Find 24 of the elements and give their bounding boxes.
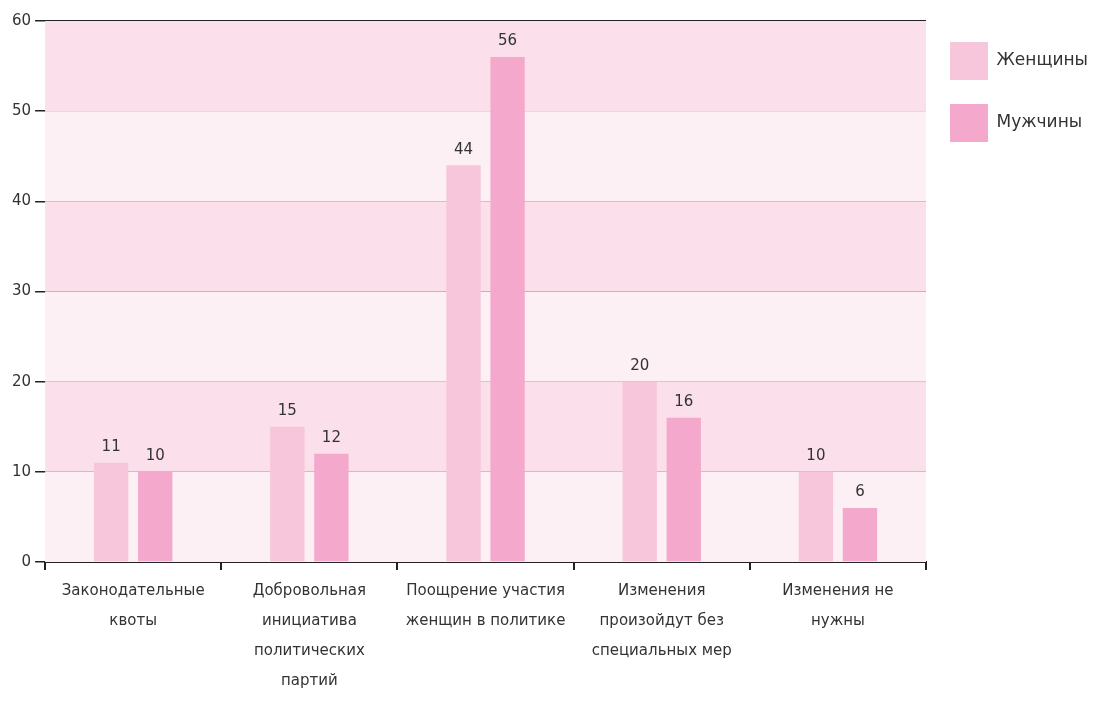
y-tick-label: 20 [11, 371, 32, 390]
data-label: 11 [101, 437, 121, 456]
y-tick-label: 50 [11, 101, 32, 120]
x-tick-label: Изменения произойдут без специальных мер [591, 580, 732, 659]
y-tick-label: 30 [11, 281, 32, 300]
data-label: 20 [630, 356, 650, 375]
y-tick-label: 40 [11, 191, 32, 210]
x-tick-label: Добровольная инициатива политических партий [252, 580, 367, 689]
data-label: 10 [145, 446, 165, 465]
y-tick-label: 0 [21, 551, 32, 570]
x-tick-label: Изменения не нужны [782, 580, 894, 629]
data-label: 56 [498, 31, 518, 50]
x-tick-label: Поощрение участия женщин в политике [405, 580, 566, 629]
data-label: 10 [806, 446, 826, 465]
data-label: 6 [855, 482, 865, 501]
x-tick-label: Законодательные квоты [61, 580, 205, 629]
data-label: 16 [674, 392, 694, 411]
y-tick-label: 60 [11, 10, 32, 29]
y-tick-label: 10 [11, 461, 32, 480]
data-label: 44 [453, 139, 474, 158]
legend-label: Мужчины [996, 111, 1083, 132]
legend-label: Женщины [996, 49, 1088, 70]
data-label: 15 [277, 401, 297, 420]
data-label: 12 [321, 428, 341, 447]
